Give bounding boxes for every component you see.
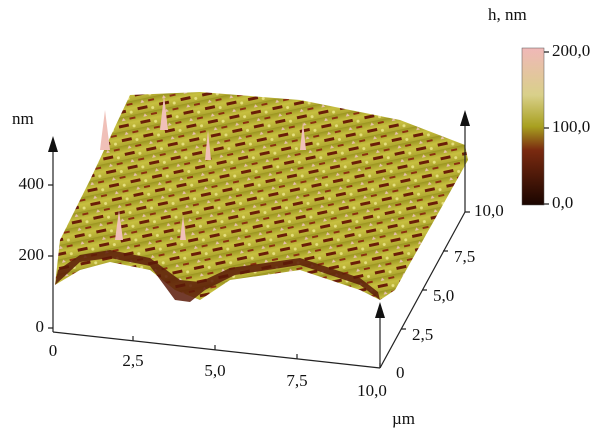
colorbar-tick-label: 200,0 [552, 41, 590, 60]
colorbar-tick-label: 0,0 [552, 193, 573, 212]
x-axis-unit: µm [392, 409, 415, 428]
axes [48, 110, 470, 369]
x-tick-label: 5,0 [204, 361, 225, 380]
colorbar [521, 47, 545, 206]
colorbar-tick-label: 100,0 [552, 117, 590, 136]
z-tick-label: 0 [36, 317, 45, 336]
colorbar-title: h, nm [488, 5, 527, 24]
x-tick-label: 0 [49, 341, 58, 360]
z-tick-label: 200 [19, 245, 45, 264]
x-tick-label: 10,0 [357, 381, 387, 400]
y-tick-label: 5,0 [433, 286, 454, 305]
y-tick-label: 0 [396, 363, 405, 382]
z-axis-label: nm [12, 109, 34, 128]
x-tick-label: 7,5 [286, 371, 307, 390]
y-tick-label: 7,5 [454, 247, 475, 266]
y-tick-label: 2,5 [412, 325, 433, 344]
x-tick-label: 2,5 [122, 351, 143, 370]
y-tick-label: 10,0 [474, 201, 504, 220]
surface [55, 92, 468, 302]
z-tick-label: 400 [19, 174, 45, 193]
